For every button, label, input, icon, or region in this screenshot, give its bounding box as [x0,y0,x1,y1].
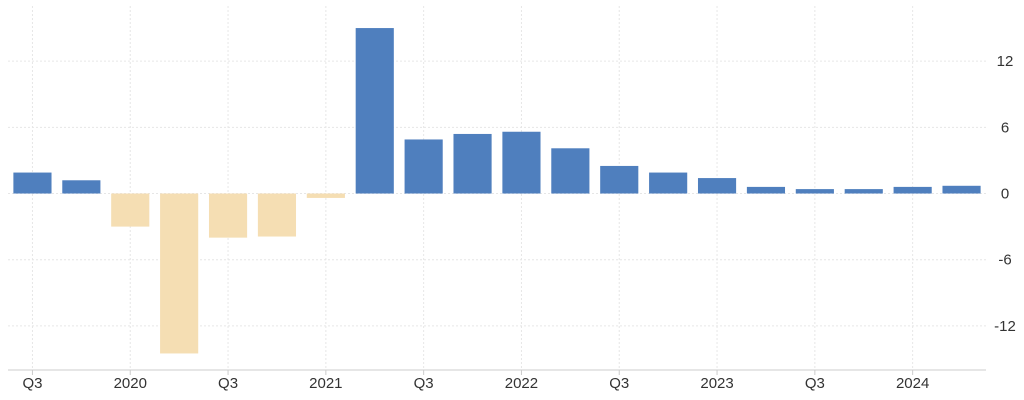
bar [62,180,101,194]
bar [453,133,492,194]
y-tick-label: -12 [994,318,1016,335]
bar [551,148,590,194]
bar [600,165,639,194]
bar [795,189,834,194]
x-tick-label: 2024 [896,375,929,392]
grid-lines [8,6,986,370]
y-tick-label: 6 [1001,119,1009,136]
bar [306,193,345,198]
bar [208,193,248,238]
bar [942,185,981,194]
x-tick-label: Q3 [805,375,825,392]
x-tick-label: Q3 [414,375,434,392]
y-tick-label: 0 [1001,186,1009,203]
bar [893,186,932,194]
bar [844,189,883,194]
bar [257,193,297,237]
bar [404,139,443,194]
bars [13,28,981,354]
x-axis: Q3 2020 Q3 2021 Q3 2022 Q3 2023 Q3 2024 [8,369,986,392]
x-tick-label: 2020 [114,375,147,392]
bar [649,172,688,194]
bar [355,28,394,194]
x-tick-label: 2022 [505,375,538,392]
y-tick-label: 12 [997,53,1014,70]
bar [502,131,541,194]
x-tick-label: Q3 [218,375,238,392]
y-axis: 12 6 0 -6 -12 [994,53,1016,335]
bar [697,178,737,194]
bar [160,193,199,354]
bar [111,193,150,227]
bar [746,186,786,194]
x-tick-label: Q3 [609,375,629,392]
x-tick-label: Q3 [22,375,42,392]
y-tick-label: -6 [998,252,1011,269]
bar [13,172,52,194]
x-tick-label: 2021 [309,375,342,392]
x-tick-label: 2023 [700,375,733,392]
